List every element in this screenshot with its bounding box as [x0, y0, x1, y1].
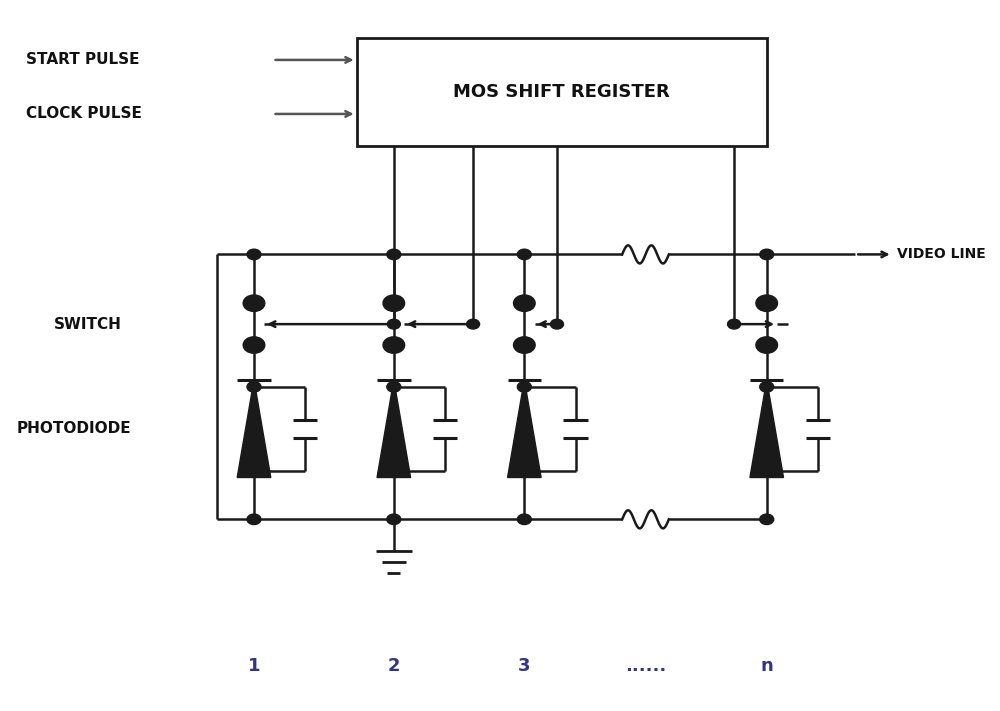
Text: PHOTODIODE: PHOTODIODE	[16, 421, 131, 436]
Polygon shape	[237, 380, 271, 478]
Circle shape	[387, 514, 401, 525]
Circle shape	[550, 319, 563, 329]
Circle shape	[384, 296, 404, 311]
Circle shape	[760, 382, 774, 392]
Circle shape	[760, 514, 774, 525]
Circle shape	[760, 249, 774, 260]
Circle shape	[756, 338, 777, 353]
Circle shape	[760, 465, 774, 476]
Polygon shape	[377, 380, 411, 478]
Circle shape	[244, 338, 264, 353]
Circle shape	[247, 382, 261, 392]
Circle shape	[756, 296, 777, 311]
Circle shape	[387, 465, 401, 476]
Circle shape	[517, 465, 531, 476]
Circle shape	[244, 296, 264, 311]
Circle shape	[517, 514, 531, 525]
Text: n: n	[760, 657, 773, 675]
Text: SWITCH: SWITCH	[54, 316, 121, 331]
Text: 1: 1	[248, 657, 260, 675]
Text: CLOCK PULSE: CLOCK PULSE	[26, 107, 141, 122]
Circle shape	[467, 319, 480, 329]
Text: VIDEO LINE: VIDEO LINE	[897, 247, 986, 262]
Text: MOS SHIFT REGISTER: MOS SHIFT REGISTER	[453, 83, 670, 102]
Text: ......: ......	[625, 657, 666, 675]
Circle shape	[728, 319, 741, 329]
Text: 2: 2	[388, 657, 400, 675]
Circle shape	[514, 296, 535, 311]
Circle shape	[387, 249, 401, 260]
Circle shape	[517, 249, 531, 260]
FancyBboxPatch shape	[357, 38, 767, 146]
Circle shape	[387, 319, 400, 329]
Circle shape	[514, 338, 535, 353]
Circle shape	[247, 514, 261, 525]
Polygon shape	[750, 380, 783, 478]
Circle shape	[247, 465, 261, 476]
Circle shape	[387, 382, 401, 392]
Circle shape	[247, 249, 261, 260]
Circle shape	[517, 382, 531, 392]
Text: START PULSE: START PULSE	[26, 53, 139, 68]
Text: 3: 3	[518, 657, 531, 675]
Circle shape	[384, 338, 404, 353]
Polygon shape	[508, 380, 541, 478]
